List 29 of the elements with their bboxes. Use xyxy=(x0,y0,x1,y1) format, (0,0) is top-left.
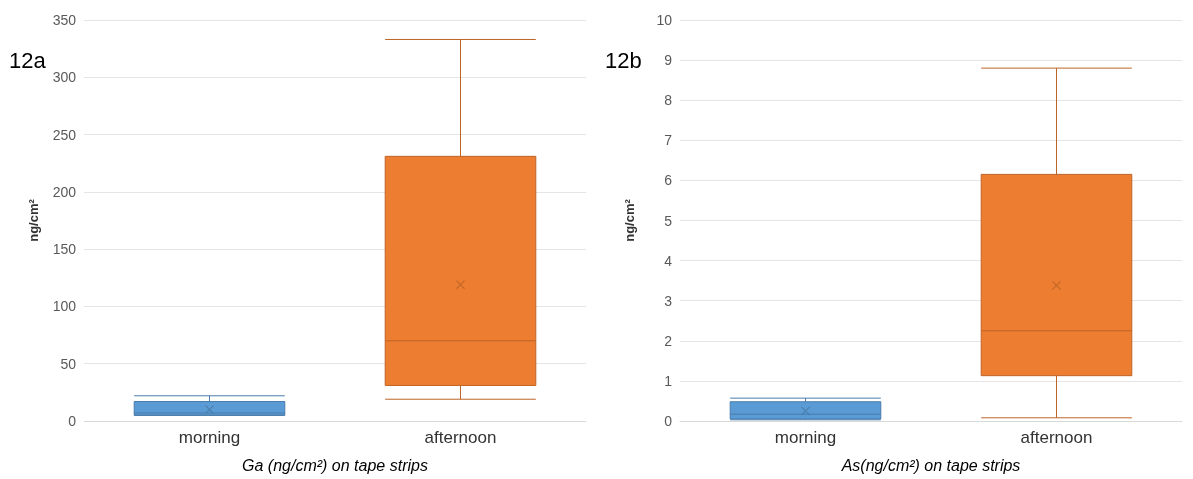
text: 12a xyxy=(9,47,47,73)
y-tick-label: 350 xyxy=(52,12,77,28)
y-tick-label: 6 xyxy=(664,172,673,189)
y-tick-label: 5 xyxy=(664,212,673,229)
y-tick-label: 3 xyxy=(664,292,673,309)
y-tick-label: 0 xyxy=(664,413,673,429)
y-tick-label: 10 xyxy=(656,12,673,28)
y-tick-label: 2 xyxy=(664,332,673,349)
y-tick-label: 4 xyxy=(664,252,673,269)
y-tick-label: 300 xyxy=(52,69,77,86)
x-axis-title: As(ng/cm²) on tape strips xyxy=(840,456,1021,474)
y-axis-title: ng/cm² xyxy=(26,198,41,242)
text: 12b xyxy=(605,47,642,73)
y-tick-label: 50 xyxy=(60,355,77,372)
x-tick-label: morning xyxy=(774,428,837,447)
y-tick-label: 100 xyxy=(52,298,77,315)
x-axis-title: Ga (ng/cm²) on tape strips xyxy=(242,456,428,474)
y-tick-label: 7 xyxy=(664,132,673,149)
y-tick-label: 1 xyxy=(664,372,673,389)
x-tick-label: afternoon xyxy=(1020,428,1093,447)
y-tick-label: 8 xyxy=(664,92,673,109)
y-tick-label: 9 xyxy=(664,52,673,69)
y-axis-title: ng/cm² xyxy=(622,198,637,242)
y-tick-label: 0 xyxy=(68,413,77,429)
x-tick-label: morning xyxy=(178,428,241,447)
y-tick-label: 200 xyxy=(52,183,77,200)
x-tick-label: afternoon xyxy=(424,428,497,447)
y-tick-label: 150 xyxy=(52,241,77,258)
y-tick-label: 250 xyxy=(52,126,77,143)
